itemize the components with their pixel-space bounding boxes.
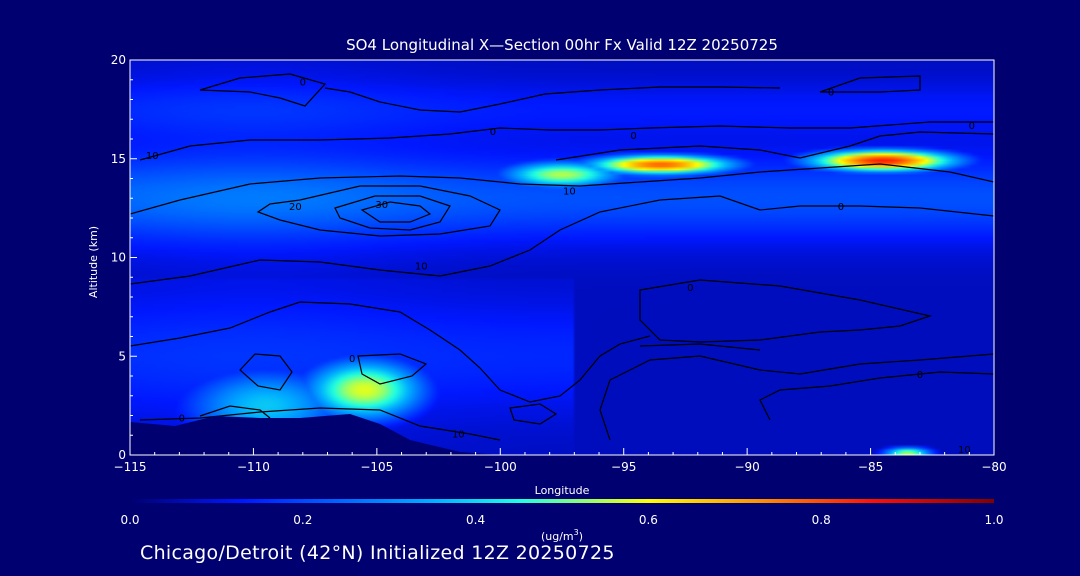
colorbar-ticks: 0.0 0.2 0.4 0.6 0.8 1.0 bbox=[120, 513, 1003, 527]
contour-labels: 0 0 0 0 0 10 10 10 20 30 0 0 10 0 0 0 10 bbox=[146, 78, 975, 456]
contour-label: 10 bbox=[563, 186, 576, 197]
contour-line bbox=[199, 73, 327, 107]
contour-label: 0 bbox=[838, 202, 844, 213]
contour-line bbox=[555, 131, 994, 161]
contour-label: 0 bbox=[630, 131, 636, 142]
y-tick-label: 20 bbox=[111, 53, 126, 67]
contour-label: 10 bbox=[452, 429, 465, 440]
contour-label: 0 bbox=[490, 127, 496, 138]
contour-line bbox=[599, 353, 994, 441]
x-tick-label: −85 bbox=[858, 460, 883, 474]
contour-line bbox=[639, 279, 933, 343]
contour-line bbox=[324, 86, 781, 113]
contour-label: 10 bbox=[958, 445, 971, 456]
y-tick-label: 0 bbox=[118, 448, 126, 462]
caption: Chicago/Detroit (42°N) Initialized 12Z 2… bbox=[140, 542, 615, 564]
contour-label: 0 bbox=[828, 88, 834, 99]
contour-label: 0 bbox=[300, 78, 306, 89]
contour-line bbox=[139, 121, 994, 161]
colorbar-tick-label: 1.0 bbox=[984, 513, 1003, 527]
x-tick-label: −80 bbox=[981, 460, 1006, 474]
colorbar bbox=[130, 499, 994, 503]
contour-line bbox=[639, 343, 761, 351]
contour-lines bbox=[130, 73, 994, 441]
chart-title: SO4 Longitudinal X—Section 00hr Fx Valid… bbox=[346, 36, 778, 54]
x-axis: −115 −110 −105 −100 −95 −90 −85 −80 bbox=[114, 448, 1007, 474]
contour-label: 10 bbox=[415, 261, 428, 272]
x-tick-label: −95 bbox=[611, 460, 636, 474]
contour-line bbox=[256, 185, 501, 237]
y-axis: 0 5 10 15 20 bbox=[111, 53, 137, 462]
contour-label: 0 bbox=[917, 370, 923, 381]
contour-label: 10 bbox=[146, 151, 159, 162]
x-axis-label: Longitude bbox=[535, 484, 590, 497]
contour-label: 0 bbox=[349, 354, 355, 365]
contour-line bbox=[130, 163, 994, 215]
contour-line bbox=[334, 195, 451, 231]
contour-line bbox=[759, 371, 994, 421]
x-tick-label: −110 bbox=[237, 460, 270, 474]
contour-line bbox=[819, 75, 921, 93]
contour-label: 20 bbox=[289, 202, 302, 213]
contour-line bbox=[509, 403, 558, 425]
plot-area: 0 0 0 0 0 10 10 10 20 30 0 0 10 0 0 0 10 bbox=[130, 60, 994, 456]
colorbar-tick-label: 0.6 bbox=[639, 513, 658, 527]
contour-label: 0 bbox=[179, 413, 185, 424]
contour-line bbox=[130, 301, 651, 403]
concentration-field bbox=[130, 60, 994, 455]
contour-label: 30 bbox=[375, 200, 388, 211]
colorbar-units: (ug/m3) bbox=[541, 528, 583, 543]
x-tick-label: −105 bbox=[360, 460, 393, 474]
x-tick-label: −100 bbox=[484, 460, 517, 474]
contour-line bbox=[360, 201, 432, 223]
x-tick-label: −115 bbox=[114, 460, 147, 474]
y-tick-label: 10 bbox=[111, 251, 126, 265]
contour-line bbox=[139, 407, 501, 441]
y-tick-label: 5 bbox=[118, 349, 126, 363]
colorbar-tick-label: 0.2 bbox=[293, 513, 312, 527]
contour-label: 0 bbox=[687, 283, 693, 294]
colorbar-tick-label: 0.8 bbox=[812, 513, 831, 527]
y-axis-label: Altitude (km) bbox=[87, 226, 100, 298]
terrain-mask bbox=[130, 414, 500, 455]
contour-line bbox=[199, 405, 271, 419]
x-tick-label: −90 bbox=[734, 460, 759, 474]
y-tick-label: 15 bbox=[111, 152, 126, 166]
contour-line bbox=[357, 353, 428, 385]
colorbar-tick-label: 0.4 bbox=[466, 513, 485, 527]
contour-line bbox=[130, 195, 994, 285]
contour-label: 0 bbox=[969, 121, 975, 132]
contour-line bbox=[239, 353, 293, 391]
colorbar-tick-label: 0.0 bbox=[120, 513, 139, 527]
